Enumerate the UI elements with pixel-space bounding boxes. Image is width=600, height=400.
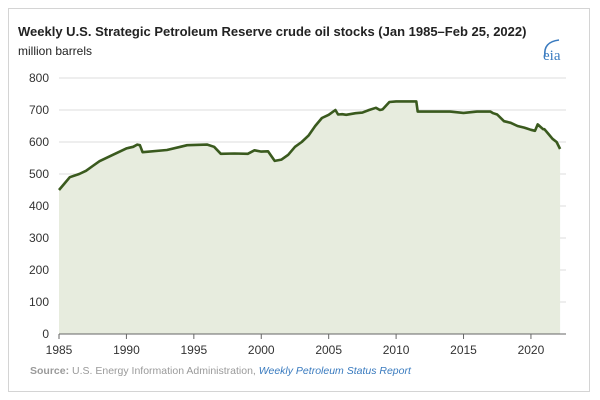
x-tick-label-2000: 2000 — [248, 343, 275, 357]
x-tick-label-2020: 2020 — [518, 343, 545, 357]
eia-logo-swoosh — [543, 39, 560, 57]
source-text: U.S. Energy Information Administration, — [72, 365, 256, 377]
x-tick-label-2010: 2010 — [383, 343, 410, 357]
y-tick-label-500: 500 — [29, 167, 49, 181]
y-tick-labels: 0 100 200 300 400 500 600 700 800 — [29, 71, 49, 341]
x-tick-label-2005: 2005 — [315, 343, 342, 357]
y-tick-label-0: 0 — [42, 327, 49, 341]
y-tick-label-600: 600 — [29, 135, 49, 149]
y-axis-unit-label: million barrels — [18, 44, 93, 58]
x-tick-label-1985: 1985 — [46, 343, 73, 357]
source-publication-link[interactable]: Weekly Petroleum Status Report — [258, 365, 411, 377]
eia-logo-icon: eia — [543, 39, 561, 64]
source-note: Source: U.S. Energy Information Administ… — [30, 365, 411, 377]
area-fill — [59, 101, 561, 335]
y-tick-label-400: 400 — [29, 199, 49, 213]
y-tick-label-700: 700 — [29, 103, 49, 117]
y-tick-label-800: 800 — [29, 71, 49, 85]
chart-title: Weekly U.S. Strategic Petroleum Reserve … — [18, 24, 527, 39]
x-tick-label-1990: 1990 — [113, 343, 140, 357]
y-tick-label-200: 200 — [29, 263, 49, 277]
x-tick-labels: 1985 1990 1995 2000 2005 2010 2015 2020 — [46, 334, 545, 357]
y-tick-label-100: 100 — [29, 295, 49, 309]
x-tick-label-1995: 1995 — [180, 343, 207, 357]
source-label: Source: — [30, 365, 70, 377]
eia-logo-text: eia — [543, 48, 561, 64]
series-line — [58, 100, 562, 191]
x-tick-label-2015: 2015 — [450, 343, 477, 357]
y-tick-label-300: 300 — [29, 231, 49, 245]
